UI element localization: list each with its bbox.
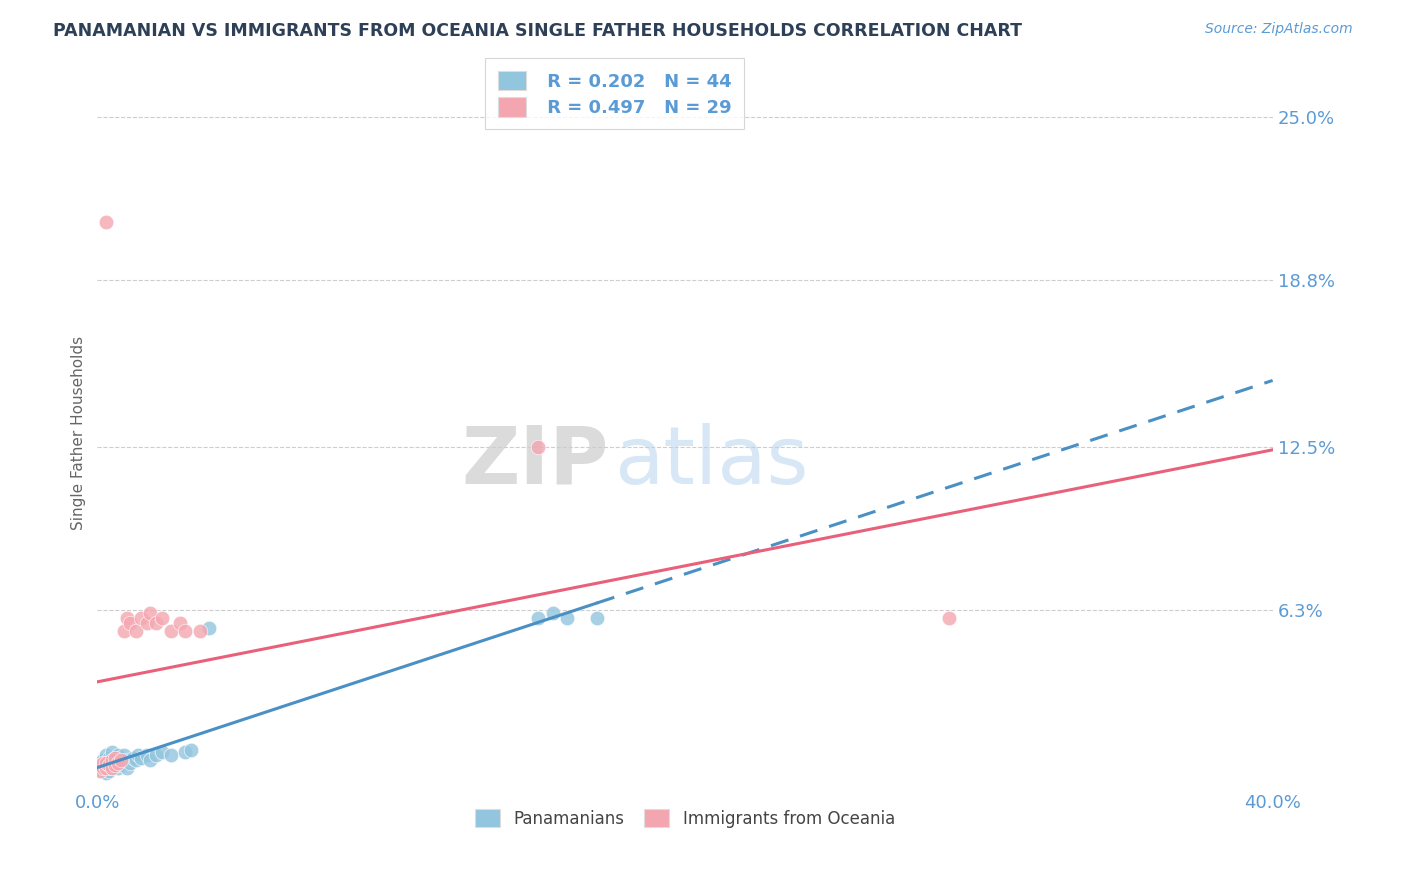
Point: [101, 745, 124, 759]
Point: [96, 761, 118, 775]
Point: [121, 750, 143, 764]
Point: [118, 756, 141, 770]
Point: [91, 756, 114, 770]
Point: [150, 745, 173, 759]
Point: [101, 753, 124, 767]
Point: [96, 761, 118, 775]
Point: [541, 606, 564, 620]
Point: [91, 758, 114, 772]
Point: [174, 624, 197, 638]
Point: [145, 747, 167, 762]
Point: [110, 758, 132, 772]
Legend: Panamanians, Immigrants from Oceania: Panamanians, Immigrants from Oceania: [468, 803, 901, 834]
Point: [180, 742, 202, 756]
Point: [104, 758, 127, 772]
Point: [112, 747, 135, 762]
Y-axis label: Single Father Households: Single Father Households: [72, 336, 86, 531]
Point: [91, 753, 114, 767]
Point: [107, 756, 129, 770]
Point: [89, 756, 111, 770]
Point: [104, 750, 127, 764]
Point: [89, 764, 111, 778]
Point: [91, 764, 114, 778]
Point: [101, 753, 124, 767]
Point: [124, 753, 146, 767]
Point: [104, 750, 127, 764]
Point: [145, 616, 167, 631]
Point: [115, 761, 138, 775]
Point: [131, 750, 153, 764]
Point: [107, 747, 129, 762]
Text: PANAMANIAN VS IMMIGRANTS FROM OCEANIA SINGLE FATHER HOUSEHOLDS CORRELATION CHART: PANAMANIAN VS IMMIGRANTS FROM OCEANIA SI…: [53, 22, 1022, 40]
Point: [96, 766, 118, 780]
Point: [169, 616, 191, 631]
Point: [104, 758, 127, 772]
Point: [107, 761, 129, 775]
Point: [96, 747, 118, 762]
Point: [139, 753, 162, 767]
Point: [127, 747, 149, 762]
Point: [110, 750, 132, 764]
Point: [112, 624, 135, 638]
Point: [101, 761, 124, 775]
Point: [527, 440, 550, 454]
Point: [96, 756, 118, 770]
Point: [150, 611, 173, 625]
Point: [124, 624, 146, 638]
Point: [96, 215, 118, 229]
Point: [89, 758, 111, 772]
Point: [89, 758, 111, 772]
Point: [107, 753, 129, 767]
Point: [159, 624, 181, 638]
Point: [198, 621, 221, 635]
Point: [115, 753, 138, 767]
Text: atlas: atlas: [614, 423, 808, 500]
Point: [527, 611, 550, 625]
Point: [557, 611, 579, 625]
Point: [91, 761, 114, 775]
Point: [98, 758, 121, 772]
Point: [188, 624, 211, 638]
Point: [98, 758, 121, 772]
Point: [139, 606, 162, 620]
Text: Source: ZipAtlas.com: Source: ZipAtlas.com: [1205, 22, 1353, 37]
Point: [118, 616, 141, 631]
Point: [98, 750, 121, 764]
Text: ZIP: ZIP: [461, 423, 609, 500]
Point: [110, 753, 132, 767]
Point: [131, 611, 153, 625]
Point: [98, 764, 121, 778]
Point: [174, 745, 197, 759]
Point: [101, 761, 124, 775]
Point: [938, 611, 960, 625]
Point: [136, 616, 159, 631]
Point: [89, 761, 111, 775]
Point: [136, 747, 159, 762]
Point: [586, 611, 609, 625]
Point: [96, 756, 118, 770]
Point: [115, 611, 138, 625]
Point: [159, 747, 181, 762]
Point: [112, 756, 135, 770]
